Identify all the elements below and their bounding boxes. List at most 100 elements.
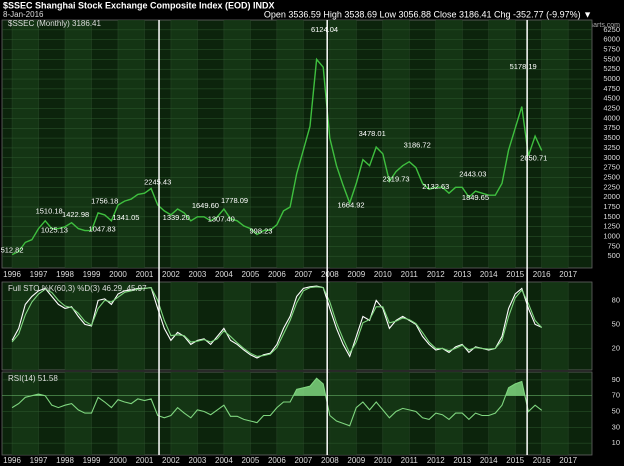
x-tick-label: 2014 (480, 270, 498, 279)
quote: Open 3536.59 High 3538.69 Low 3056.88 Cl… (264, 9, 592, 19)
series-line (11, 377, 543, 427)
annotation: 1649.60 (192, 201, 219, 210)
year-band (382, 282, 410, 370)
y-tick-label: 2000 (603, 192, 620, 201)
x-tick-label: 2007 (294, 456, 312, 465)
x-tick-label: 1998 (56, 456, 74, 465)
x-tick-label: 2017 (559, 270, 577, 279)
y-tick-label: 3500 (603, 133, 620, 142)
year-band (65, 282, 92, 370)
x-tick-label: 1999 (83, 456, 101, 465)
annotation: 1025.13 (41, 226, 68, 235)
annotation: 1664.92 (337, 200, 364, 209)
year-band (276, 282, 304, 370)
y-tick-label: 80 (612, 295, 620, 304)
year-band (117, 282, 145, 370)
annotation: 3186.72 (404, 140, 431, 149)
x-tick-label: 2012 (427, 270, 445, 279)
y-tick-label: 30 (612, 422, 620, 431)
annotation: 2319.73 (382, 175, 409, 184)
legend: $SSEC (Monthly) 3186.41 (8, 19, 101, 28)
legend: Full STO %K(60,3) %D(3) 46.29, 45.97 (8, 284, 147, 293)
year-band (276, 20, 304, 268)
x-tick-label: 1998 (56, 270, 74, 279)
x-tick-label: 2009 (347, 456, 365, 465)
y-tick-label: 500 (607, 251, 620, 260)
x-tick-label: 2017 (559, 456, 577, 465)
year-band (223, 20, 251, 268)
year-band (12, 20, 39, 268)
x-tick-label: 2011 (401, 456, 419, 465)
x-tick-label: 2001 (136, 456, 154, 465)
year-band (170, 282, 198, 370)
y-tick-label: 4500 (603, 94, 620, 103)
annotation: 6124.04 (311, 25, 338, 34)
annotation: 2443.03 (459, 170, 486, 179)
x-tick-label: 2000 (109, 270, 127, 279)
y-tick-label: 90 (612, 375, 620, 384)
year-band (12, 282, 39, 370)
x-tick-label: 2013 (453, 270, 471, 279)
x-tick-label: 2007 (294, 270, 312, 279)
annotation: 1422.98 (62, 210, 89, 219)
legend: RSI(14) 51.58 (8, 374, 58, 383)
annotation: 512.82 (1, 246, 24, 255)
y-tick-label: 750 (607, 241, 620, 250)
y-tick-label: 5250 (603, 64, 620, 73)
annotation: 1756.18 (91, 197, 118, 206)
x-tick-label: 2016 (533, 456, 551, 465)
x-tick-label: 2004 (215, 456, 233, 465)
year-band (541, 282, 569, 370)
year-band (117, 20, 145, 268)
y-tick-label: 1750 (603, 202, 620, 211)
year-band (223, 372, 251, 455)
x-tick-label: 1996 (3, 270, 21, 279)
x-tick-label: 2006 (268, 270, 286, 279)
x-tick-label: 2009 (347, 270, 365, 279)
y-tick-label: 50 (612, 319, 620, 328)
year-band (488, 282, 516, 370)
annotation: 1849.65 (462, 193, 489, 202)
x-tick-label: 2013 (453, 456, 471, 465)
x-tick-label: 2016 (533, 270, 551, 279)
year-band (435, 282, 463, 370)
x-tick-label: 2005 (241, 456, 259, 465)
x-tick-label: 2002 (162, 456, 180, 465)
y-tick-label: 5500 (603, 54, 620, 63)
y-tick-label: 6000 (603, 35, 620, 44)
x-tick-label: 2003 (189, 456, 207, 465)
y-tick-label: 5000 (603, 74, 620, 83)
x-tick-label: 2006 (268, 456, 286, 465)
annotation: 1778.09 (221, 196, 248, 205)
chart-title: $SSEC Shanghai Stock Exchange Composite … (3, 0, 275, 10)
y-tick-label: 1250 (603, 222, 620, 231)
annotation: 1339.20 (163, 213, 190, 222)
y-tick-label: 10 (612, 438, 620, 447)
y-tick-label: 3000 (603, 153, 620, 162)
annotation: 998.23 (250, 227, 273, 236)
year-band (541, 20, 569, 268)
y-tick-label: 5750 (603, 45, 620, 54)
series-line (11, 57, 543, 256)
y-tick-label: 1500 (603, 212, 620, 221)
year-band (488, 20, 516, 268)
x-tick-label: 1999 (83, 270, 101, 279)
annotation: 1341.05 (112, 213, 139, 222)
y-tick-label: 70 (612, 391, 620, 400)
x-tick-label: 1997 (30, 456, 48, 465)
x-tick-label: 2015 (506, 456, 524, 465)
annotation: 1307.40 (208, 214, 235, 223)
year-band (382, 372, 410, 455)
year-band (541, 372, 569, 455)
x-tick-label: 2015 (506, 270, 524, 279)
y-tick-label: 50 (612, 407, 620, 416)
year-band (329, 282, 357, 370)
year-band (170, 20, 198, 268)
year-band (117, 372, 145, 455)
annotation: 2850.71 (520, 154, 547, 163)
x-tick-label: 2002 (162, 270, 180, 279)
y-tick-label: 4000 (603, 113, 620, 122)
year-band (329, 20, 357, 268)
x-tick-label: 2012 (427, 456, 445, 465)
annotation: 5178.19 (510, 62, 537, 71)
